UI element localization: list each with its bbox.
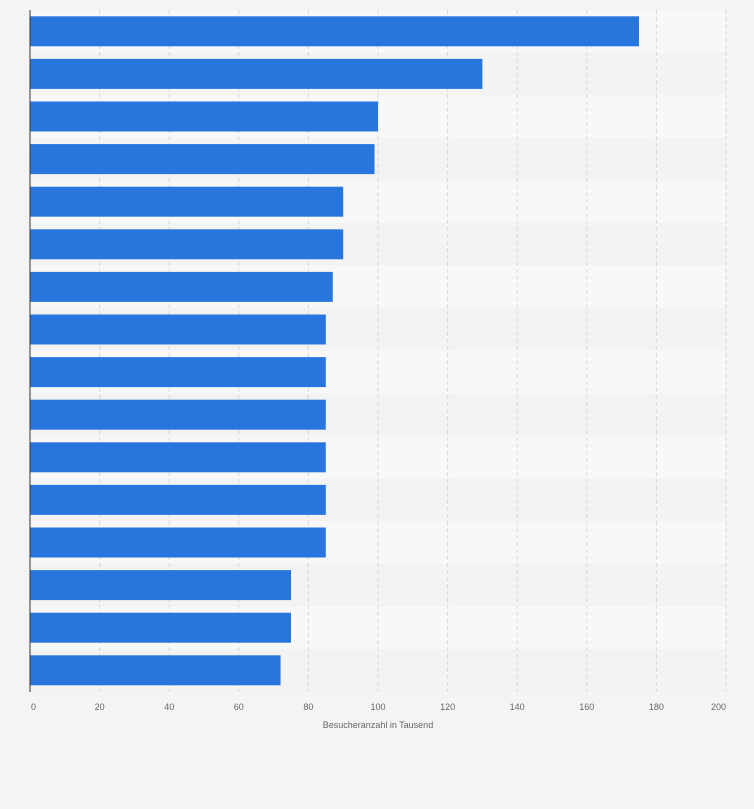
- bar: [30, 16, 639, 47]
- bar: [30, 314, 326, 345]
- x-tick-label: 80: [303, 702, 313, 712]
- bar: [30, 101, 378, 132]
- x-tick-label: 160: [579, 702, 594, 712]
- x-tick-label: 120: [440, 702, 455, 712]
- bar: [30, 612, 291, 643]
- x-axis-title: Besucheranzahl in Tausend: [323, 720, 433, 730]
- x-axis-ticks: 0 20 40 60 80 100 120 140 160 180 200: [31, 702, 726, 712]
- bar: [30, 527, 326, 558]
- x-tick-label: 100: [370, 702, 385, 712]
- bar: [30, 144, 375, 175]
- bar: [30, 186, 344, 217]
- bar: [30, 357, 326, 388]
- x-tick-label: 200: [711, 702, 726, 712]
- bar: [30, 229, 344, 260]
- x-tick-label: 40: [164, 702, 174, 712]
- bar: [30, 58, 483, 89]
- x-tick-label: 60: [234, 702, 244, 712]
- bar: [30, 570, 291, 601]
- x-tick-label: 20: [95, 702, 105, 712]
- x-tick-label: 140: [510, 702, 525, 712]
- bar: [30, 271, 333, 302]
- x-tick-label: 0: [31, 702, 36, 712]
- bar: [30, 484, 326, 515]
- x-tick-label: 180: [649, 702, 664, 712]
- bars: [30, 16, 639, 686]
- bar: [30, 442, 326, 473]
- bar: [30, 655, 281, 686]
- bar: [30, 399, 326, 430]
